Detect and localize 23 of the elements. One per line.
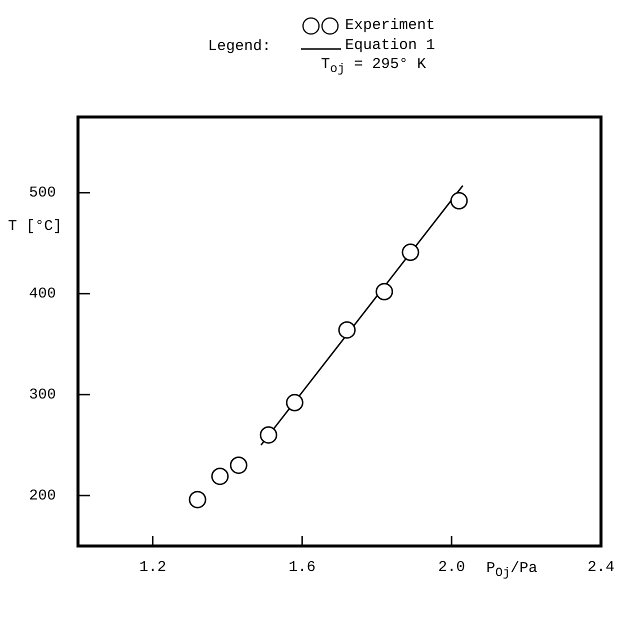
x-tick-label: 1.6 <box>288 558 316 576</box>
y-tick-label: 500 <box>28 184 56 202</box>
point <box>230 456 248 474</box>
point <box>211 468 229 486</box>
y-tick-label: 400 <box>28 286 56 303</box>
point <box>376 282 394 300</box>
y-axis-title: T [°C] <box>8 218 62 236</box>
x-tick-label: 2.4 <box>587 558 615 576</box>
x-tick-label: 1.2 <box>139 558 166 576</box>
point <box>338 321 356 339</box>
point <box>402 244 420 262</box>
point <box>450 192 468 210</box>
point <box>188 490 206 508</box>
point <box>260 426 278 444</box>
y-tick-label: 300 <box>28 386 56 404</box>
point <box>286 394 304 412</box>
legend-label: Experiment <box>345 16 436 36</box>
legend-label: Equation 1 <box>345 36 436 56</box>
legend-title: Legend: <box>208 38 272 54</box>
x-tick-label: 2.0 <box>438 558 466 576</box>
x-axis-title: P$_{Oj}$/Pa <box>486 560 538 580</box>
text: T$_{oj}$ = 295° K <box>320 56 428 76</box>
y-tick-label: 200 <box>28 488 56 504</box>
